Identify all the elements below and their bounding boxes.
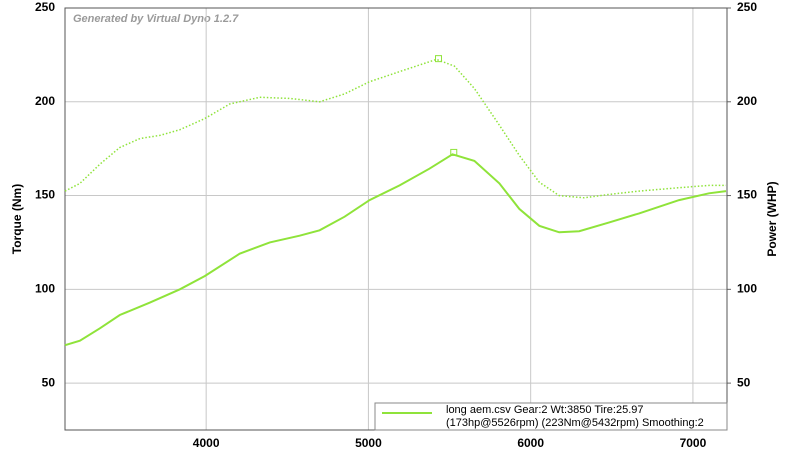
legend-text: (173hp@5526rpm) (223Nm@5432rpm) Smoothin… <box>446 417 704 429</box>
plot-area <box>65 8 727 430</box>
y-tick-label: 150 <box>35 188 55 202</box>
y-tick-label: 50 <box>42 375 56 389</box>
y2-tick-label: 250 <box>737 0 757 14</box>
y-axis-label: Torque (Nm) <box>10 184 24 254</box>
y2-tick-label: 50 <box>737 375 751 389</box>
y2-tick-label: 200 <box>737 94 757 108</box>
y-tick-label: 100 <box>35 282 55 296</box>
watermark: Generated by Virtual Dyno 1.2.7 <box>73 13 239 25</box>
y-tick-label: 250 <box>35 0 55 14</box>
series-line <box>64 58 726 199</box>
legend-box <box>374 402 728 431</box>
y2-tick-label: 150 <box>737 188 757 202</box>
x-tick-label: 7000 <box>680 436 707 450</box>
y2-tick-label: 100 <box>737 282 757 296</box>
x-tick-label: 4000 <box>193 436 220 450</box>
peak-marker <box>450 148 458 156</box>
legend-text: long aem.csv Gear:2 Wt:3850 Tire:25.97 <box>446 404 644 416</box>
x-tick-label: 6000 <box>517 436 544 450</box>
series-line <box>64 153 727 347</box>
y-tick-label: 200 <box>35 94 55 108</box>
x-tick-label: 5000 <box>355 436 382 450</box>
y2-axis-label: Power (WHP) <box>765 181 779 256</box>
peak-marker <box>435 55 443 63</box>
